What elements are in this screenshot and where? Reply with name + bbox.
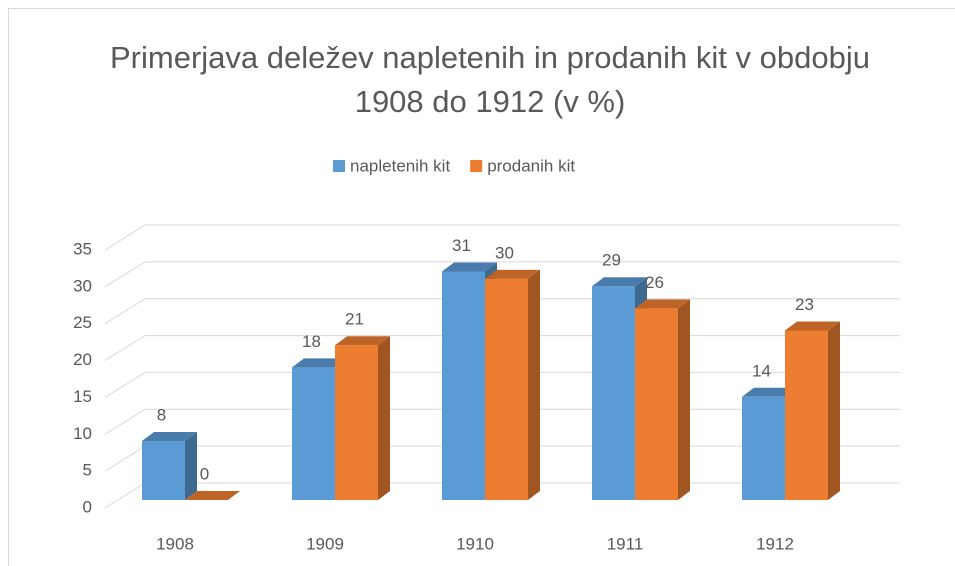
bar-top	[485, 269, 540, 279]
bar-top	[442, 262, 497, 272]
value-label: 31	[452, 236, 471, 255]
y-tick-label: 25	[73, 313, 92, 332]
chart-title: Primerjava deležev napletenih in prodani…	[110, 40, 870, 119]
bar-top	[742, 387, 797, 397]
value-label: 0	[200, 464, 209, 483]
bar-top	[592, 277, 647, 287]
bar-front	[142, 441, 185, 500]
x-tick-label: 1909	[306, 534, 344, 553]
y-tick-label: 5	[83, 461, 92, 480]
y-tick-label: 10	[73, 424, 92, 443]
bar	[785, 321, 840, 500]
legend-swatch	[470, 160, 483, 172]
bar-front	[635, 308, 678, 500]
y-tick-label: 15	[73, 387, 92, 406]
legend-label: prodanih kit	[487, 156, 575, 175]
bar-side	[185, 432, 197, 500]
value-label: 23	[795, 295, 814, 314]
value-label: 8	[157, 406, 166, 425]
bar-front	[742, 396, 785, 500]
grid-line	[104, 261, 900, 288]
y-tick-label: 35	[73, 239, 92, 258]
bar	[185, 491, 240, 500]
x-tick-label: 1912	[756, 534, 794, 553]
bar-front	[292, 367, 335, 500]
x-tick-label: 1911	[607, 534, 644, 553]
value-label: 18	[302, 332, 321, 351]
x-tick-label: 1910	[456, 534, 494, 553]
bar	[335, 336, 390, 500]
bar-top	[292, 358, 347, 368]
value-label: 30	[495, 243, 514, 262]
bar	[635, 299, 690, 500]
bar-front	[442, 271, 485, 500]
legend-swatch	[333, 160, 345, 172]
bar	[485, 269, 540, 500]
bar	[142, 432, 197, 500]
bar-top	[785, 321, 840, 331]
bar-top	[185, 491, 240, 500]
legend-label: napletenih kit	[350, 156, 450, 175]
x-tick-label: 1908	[156, 534, 194, 553]
bar-side	[378, 336, 390, 500]
bar-top	[142, 432, 197, 442]
value-label: 21	[345, 310, 364, 329]
value-label: 14	[752, 361, 771, 380]
grid-line	[104, 298, 900, 325]
grid-line	[104, 224, 900, 251]
bar-front	[335, 345, 378, 500]
bar-front	[785, 330, 828, 500]
bar-top	[335, 336, 390, 346]
bar-front	[485, 278, 528, 500]
y-tick-label: 30	[73, 276, 92, 295]
y-tick-label: 20	[73, 350, 92, 369]
value-label: 29	[602, 251, 621, 270]
y-tick-label: 0	[83, 497, 92, 516]
bar-side	[678, 299, 690, 500]
bar-front	[592, 286, 635, 500]
bar-top	[635, 299, 690, 309]
value-label: 26	[645, 273, 664, 292]
bar-side	[828, 321, 840, 500]
bar-side	[528, 269, 540, 500]
